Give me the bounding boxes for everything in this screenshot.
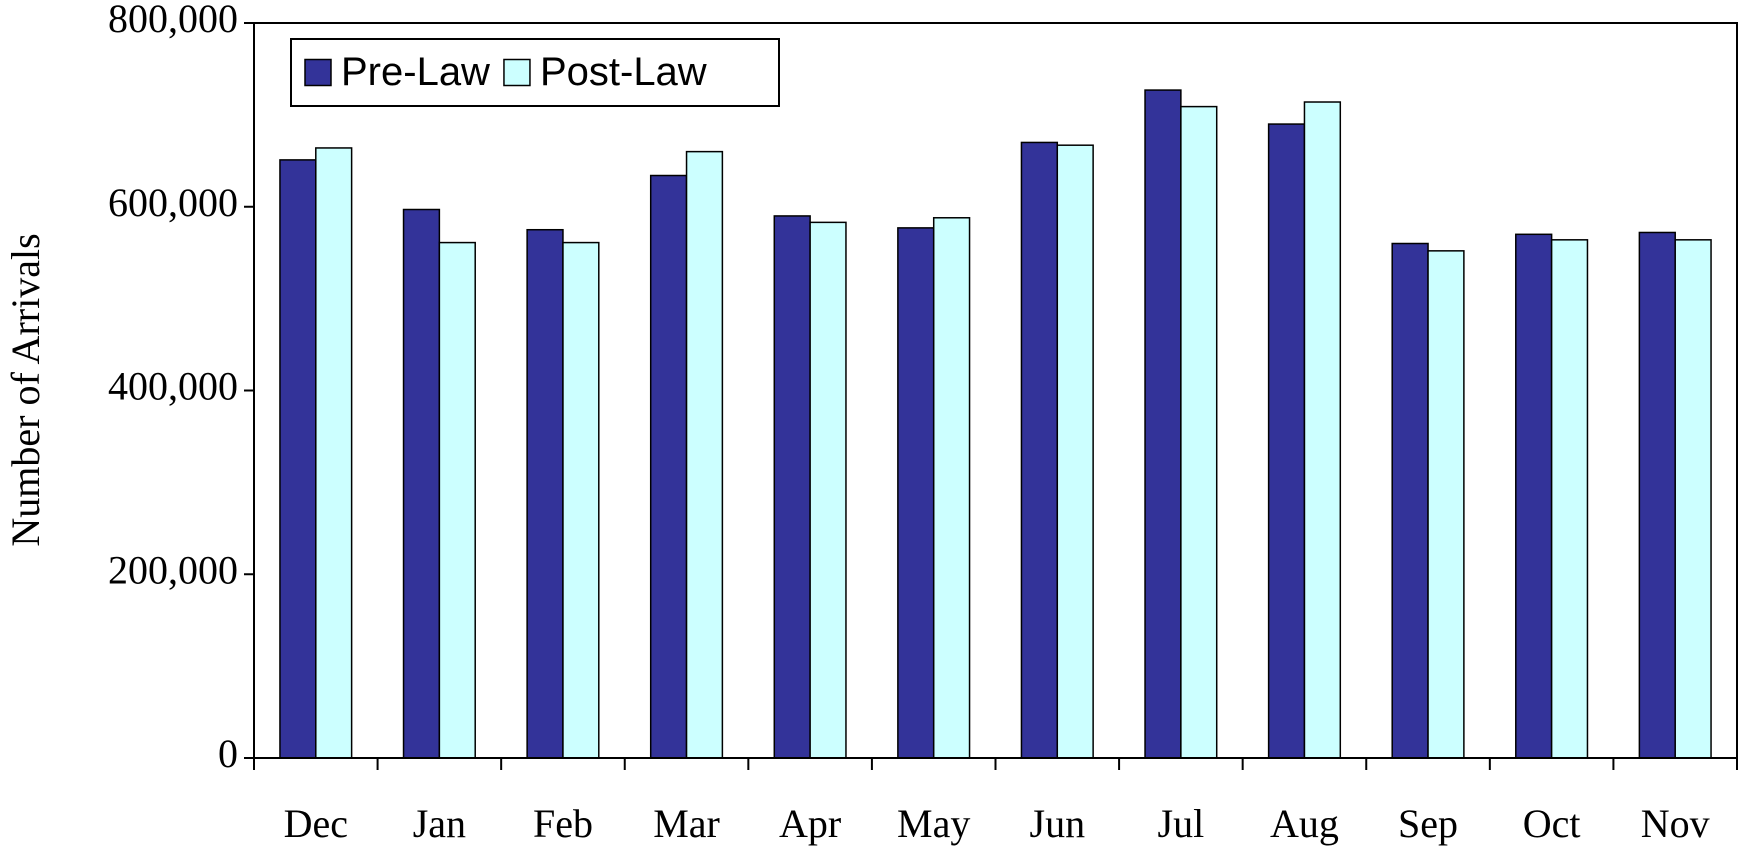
bar [1550, 239, 1589, 759]
x-tick-label: Jul [1158, 801, 1205, 846]
legend-box [290, 38, 780, 107]
y-tick-label: 400,000 [108, 364, 238, 409]
bar [1427, 250, 1465, 759]
y-tick-label: 600,000 [108, 180, 238, 225]
plot-frame [253, 22, 1738, 759]
x-tick-label: Jan [413, 801, 466, 846]
bar [897, 227, 935, 759]
bar [1515, 233, 1553, 759]
y-axis-label: Number of Arrivals [3, 233, 48, 546]
bar [402, 208, 441, 759]
bar [1391, 242, 1429, 759]
legend-label: Pre-Law [341, 50, 490, 94]
bar [562, 241, 600, 759]
x-tick-label: Apr [779, 801, 841, 846]
bar [315, 147, 353, 759]
bar [685, 150, 724, 759]
x-tick-label: Mar [653, 801, 720, 846]
bar [809, 221, 847, 759]
bar [1303, 101, 1342, 759]
legend-swatch [503, 58, 531, 87]
x-tick-label: Dec [284, 801, 348, 846]
x-tick-label: Sep [1398, 801, 1458, 846]
y-tick-label: 800,000 [108, 0, 238, 41]
legend-label: Post-Law [540, 50, 707, 94]
y-tick-label: 200,000 [108, 547, 238, 592]
bar [1020, 141, 1059, 759]
bar [773, 215, 811, 759]
bar [1638, 231, 1676, 759]
bar [649, 174, 688, 759]
bar [1144, 89, 1182, 759]
bar [1180, 105, 1218, 759]
x-tick-label: May [897, 801, 970, 846]
bar [1056, 144, 1094, 759]
x-tick-label: Oct [1523, 801, 1581, 846]
y-tick-label: 0 [218, 731, 238, 776]
x-tick-label: Aug [1270, 801, 1339, 846]
bar [1267, 123, 1306, 759]
bar [279, 159, 317, 759]
legend-swatch [304, 58, 332, 87]
bar [1674, 239, 1712, 759]
x-tick-label: Nov [1641, 801, 1710, 846]
x-tick-label: Jun [1030, 801, 1086, 846]
bar [438, 241, 476, 759]
x-tick-label: Feb [533, 801, 593, 846]
bar [526, 228, 564, 759]
bar [932, 217, 971, 759]
